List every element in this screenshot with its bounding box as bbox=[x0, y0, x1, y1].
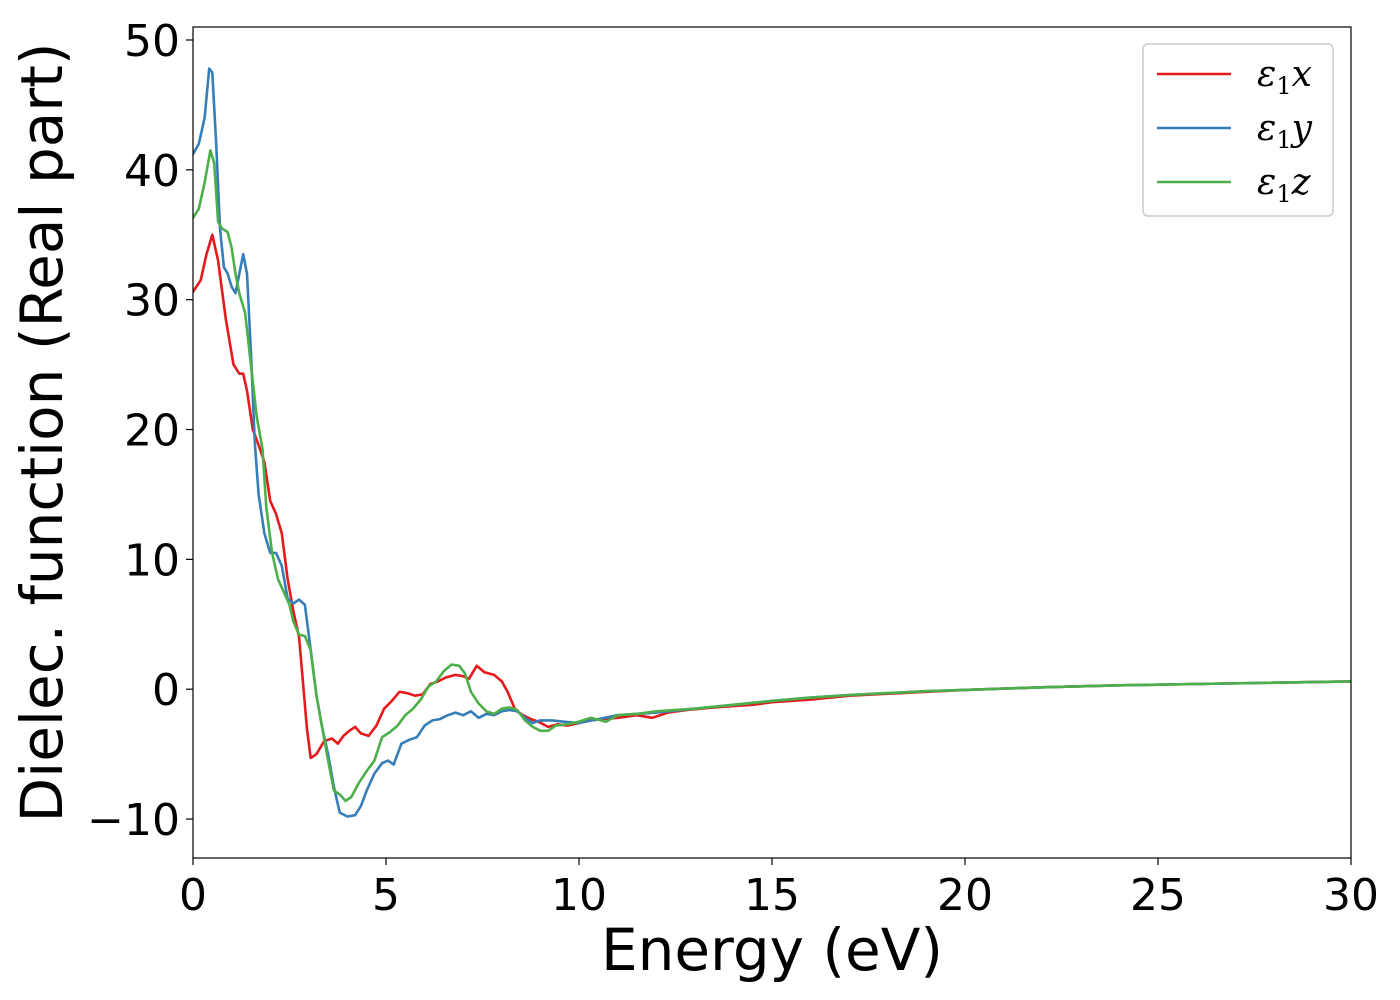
legend-box bbox=[1142, 43, 1334, 217]
y-tick-label: −10 bbox=[87, 795, 180, 846]
legend-label-x: ε1x bbox=[1257, 54, 1312, 100]
x-tick-label: 15 bbox=[744, 870, 800, 921]
x-tick-label: 10 bbox=[551, 870, 607, 921]
x-tick-label: 20 bbox=[937, 870, 993, 921]
legend-label-y: ε1y bbox=[1257, 108, 1313, 154]
x-tick-label: 0 bbox=[179, 870, 207, 921]
legend-label-z: ε1z bbox=[1257, 162, 1312, 208]
y-axis-title: Dielec. function (Real part) bbox=[8, 42, 76, 822]
x-tick-label: 5 bbox=[372, 870, 400, 921]
y-tick-label: 30 bbox=[124, 276, 180, 327]
y-axis-ticks: −10 0 10 20 30 40 50 bbox=[87, 16, 193, 846]
y-tick-label: 50 bbox=[124, 16, 180, 67]
legend: ε1x ε1y ε1z bbox=[1142, 43, 1334, 217]
y-tick-label: 20 bbox=[124, 406, 180, 457]
y-tick-label: 10 bbox=[124, 535, 180, 586]
y-tick-label: 0 bbox=[152, 665, 180, 716]
x-axis-title: Energy (eV) bbox=[601, 916, 943, 984]
y-tick-label: 40 bbox=[124, 146, 180, 197]
series-line-x bbox=[193, 233, 1351, 760]
x-tick-label: 25 bbox=[1130, 870, 1186, 921]
series-layer bbox=[193, 67, 1351, 818]
x-axis-ticks: 0 5 10 15 20 25 30 bbox=[179, 858, 1379, 921]
x-tick-label: 30 bbox=[1323, 870, 1379, 921]
series-line-z bbox=[193, 149, 1351, 803]
